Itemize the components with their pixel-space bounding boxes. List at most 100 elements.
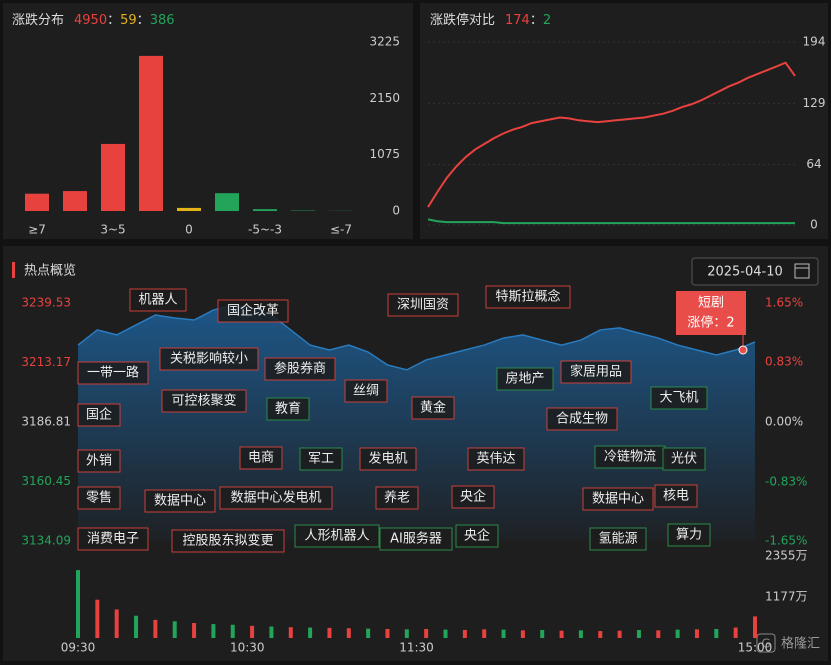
- y-tick-label: 3160.45: [21, 474, 71, 488]
- volume-bar: [173, 621, 177, 638]
- tag-label: 房地产: [505, 371, 544, 387]
- volume-bar: [153, 620, 157, 638]
- y-tick-label: 3134.09: [21, 534, 71, 548]
- volume-bar: [250, 626, 254, 638]
- tag-label: 数据中心: [592, 492, 644, 507]
- x-tick-label: 09:30: [61, 641, 96, 655]
- volume-bar: [560, 631, 564, 638]
- volume-bar: [714, 629, 718, 638]
- y-tick-label: 3225: [369, 35, 400, 49]
- volume-bar: [405, 629, 409, 638]
- volume-bar: [502, 630, 506, 638]
- y-tick-label: 3213.17: [21, 355, 71, 369]
- volume-bar: [598, 631, 602, 638]
- y-tick-label: 1075: [369, 147, 400, 161]
- tag-label: 发电机: [368, 451, 407, 467]
- panel-title: 热点概览: [24, 263, 76, 279]
- tag-label: 国企: [86, 407, 112, 423]
- tag-label: 大飞机: [659, 391, 698, 406]
- bar: [63, 191, 87, 211]
- tag-label: 核电: [663, 489, 689, 504]
- volume-bar: [424, 629, 428, 638]
- volume-bar: [76, 570, 80, 638]
- y-tick-label: 64: [806, 157, 821, 171]
- y-tick-label: 0: [392, 204, 400, 218]
- tag-label: 算力: [676, 528, 702, 543]
- tag-label: 英伟达: [476, 452, 515, 467]
- count-down: 386: [150, 13, 175, 28]
- x-tick-label: 11:30: [399, 641, 434, 655]
- tag-label: 外销: [86, 454, 112, 469]
- tag-label: 光伏: [671, 452, 697, 467]
- separator: ：: [137, 13, 150, 28]
- y-tick-label: 2150: [369, 91, 400, 105]
- tag-label: 可控核聚变: [171, 393, 236, 409]
- volume-bar: [753, 616, 757, 638]
- tag-label: 关税影响较小: [170, 351, 248, 367]
- tag-label: 数据中心发电机: [230, 490, 321, 506]
- volume-bar: [289, 627, 293, 638]
- tag-label: 消费电子: [87, 532, 139, 547]
- tag-label: 人形机器人: [304, 529, 369, 544]
- tag-label: 央企: [464, 528, 490, 544]
- y2-tick-label: 0.83%: [765, 355, 803, 369]
- callout-text: 涨停：2: [687, 315, 734, 331]
- volume-bar: [618, 631, 622, 638]
- tag-label: 参股券商: [274, 361, 326, 377]
- tag-label: 黄金: [420, 400, 446, 416]
- tag-label: 国企改革: [227, 303, 279, 319]
- x-tick-label: 10:30: [230, 641, 265, 655]
- y2-tick-label: 1.65%: [765, 296, 803, 310]
- y-tick-label: 129: [803, 96, 826, 110]
- callout-dot: [739, 346, 747, 354]
- volume-bar: [308, 628, 312, 638]
- tag-label: 丝绸: [353, 384, 379, 399]
- header-accent: [12, 262, 15, 278]
- x-tick-label: ≤-7: [330, 223, 352, 237]
- volume-bar: [95, 600, 99, 638]
- volume-bar: [134, 616, 138, 638]
- volume-bar: [656, 630, 660, 638]
- tag-label: 冷链物流: [604, 450, 656, 465]
- volume-bar: [211, 624, 215, 638]
- bar: [139, 56, 163, 211]
- volume-bar: [676, 630, 680, 638]
- separator: ：: [107, 13, 120, 28]
- x-tick-label: -5~-3: [248, 223, 282, 237]
- volume-bar: [192, 623, 196, 638]
- y-tick-label: 0: [810, 218, 818, 232]
- x-tick-label: 0: [185, 223, 193, 237]
- volume-bar: [269, 627, 273, 638]
- tag-label: 数据中心: [154, 494, 206, 509]
- bar: [253, 209, 277, 211]
- tag-label: 特斯拉概念: [495, 289, 560, 305]
- panel-title: 涨跌分布: [12, 12, 64, 28]
- tag-label: 一带一路: [87, 365, 139, 381]
- volume-bar: [231, 625, 235, 638]
- tag-label: 合成生物: [556, 412, 608, 427]
- y2-tick-label: -0.83%: [765, 474, 807, 488]
- volume-bar: [366, 629, 370, 638]
- y-tick-label: 2355万: [765, 549, 808, 563]
- tag-label: 养老: [384, 490, 410, 506]
- y-tick-label: 194: [803, 35, 826, 49]
- y2-tick-label: 0.00%: [765, 415, 803, 429]
- watermark: 格隆汇: [781, 636, 820, 652]
- tag-label: 教育: [275, 401, 301, 417]
- y2-tick-label: -1.65%: [765, 534, 807, 548]
- tag-label: 家居用品: [570, 364, 622, 380]
- panel: [420, 3, 828, 239]
- count-up: 174: [505, 13, 530, 28]
- volume-bar: [115, 609, 119, 638]
- tag-label: 零售: [86, 490, 112, 506]
- y-tick-label: 3186.81: [21, 415, 71, 429]
- tag-label: 深圳国资: [397, 298, 449, 313]
- bar: [177, 208, 201, 211]
- tag-label: 央企: [460, 489, 486, 505]
- tag-label: 机器人: [138, 293, 177, 308]
- y-tick-label: 3239.53: [21, 296, 71, 310]
